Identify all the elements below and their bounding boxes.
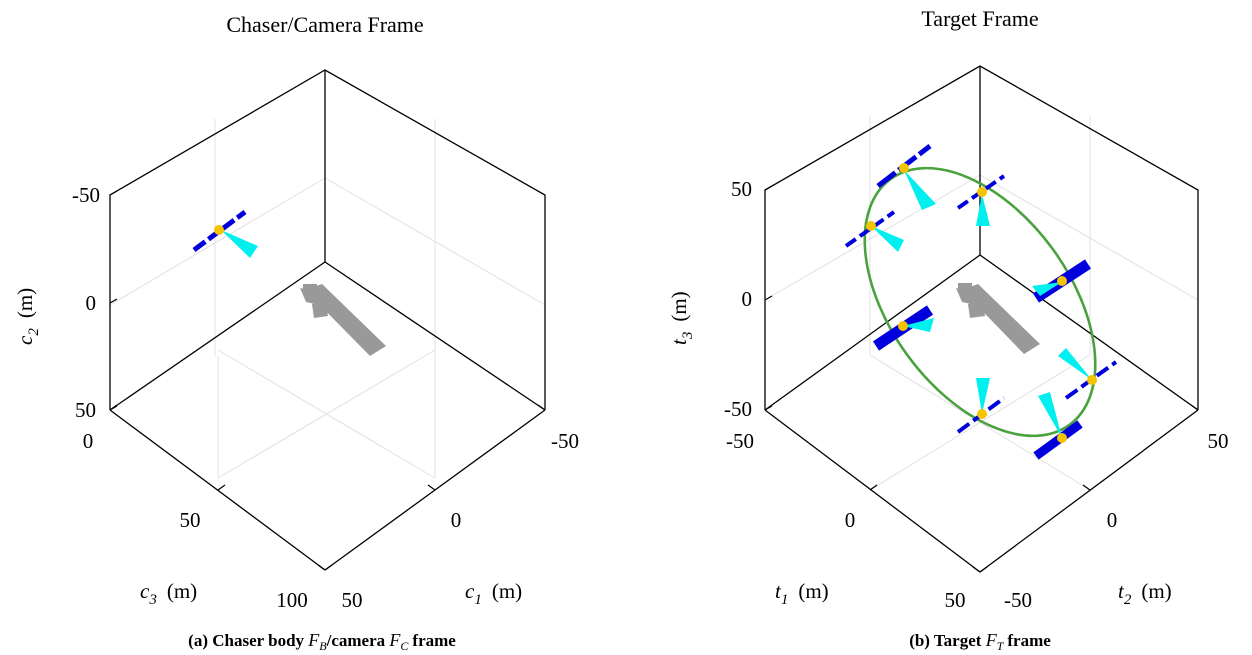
x-tick-label: -50 <box>726 429 754 453</box>
axis-box <box>764 65 1199 573</box>
position-marker <box>1087 375 1097 385</box>
position-marker <box>977 187 987 197</box>
position-marker <box>214 225 224 235</box>
y-tick-label: 0 <box>742 287 753 311</box>
grid <box>109 119 546 479</box>
caption-right: (b) Target FT frame <box>909 630 1051 653</box>
x-tick-label: 0 <box>451 508 462 532</box>
x-tick-label: 50 <box>945 588 966 612</box>
camera-fov-cone <box>904 170 936 210</box>
chaser-spacecraft <box>844 210 904 252</box>
y-tick-label: 50 <box>731 177 752 201</box>
z-tick-label: 100 <box>276 588 308 612</box>
chart-title: Target Frame <box>921 6 1038 31</box>
chaser-spacecraft <box>876 144 936 210</box>
chaser-spacecraft <box>1033 392 1083 460</box>
position-marker <box>1057 433 1067 443</box>
chaser-positions <box>844 144 1118 460</box>
y-axis-label: c2(m) <box>13 288 42 345</box>
y-tick-label: 50 <box>75 398 96 422</box>
z-axis-label: t2 (m) <box>1118 579 1172 608</box>
camera-fov-cone <box>976 378 990 414</box>
chaser-body <box>300 284 386 356</box>
chaser-spacecraft <box>872 305 934 351</box>
camera-fov-cone <box>1038 392 1062 438</box>
y-tick-label: 0 <box>86 291 97 315</box>
chart-left: Chaser/Camera Frame <box>13 12 579 612</box>
z-tick-label: -50 <box>1004 588 1032 612</box>
grid <box>764 115 1199 491</box>
camera-fov-cone <box>1058 348 1092 380</box>
axis-box <box>109 69 546 571</box>
y-tick-label: -50 <box>724 397 752 421</box>
chaser-spacecraft <box>956 174 1006 226</box>
camera-fov-cone <box>1032 282 1062 296</box>
x-axis-label: t1 (m) <box>775 579 829 608</box>
camera-fov-cone <box>903 318 934 332</box>
chart-right: Target Frame <box>667 6 1229 612</box>
x-tick-label: 50 <box>342 588 363 612</box>
y-axis-label: t3(m) <box>667 291 696 345</box>
position-marker <box>866 221 876 231</box>
x-tick-label: 0 <box>845 508 856 532</box>
chaser-spacecraft <box>1058 348 1118 400</box>
y-tick-label: -50 <box>72 183 100 207</box>
z-tick-label: 50 <box>1208 429 1229 453</box>
chaser-spacecraft <box>1032 259 1092 303</box>
camera-fov-cone <box>871 226 904 252</box>
z-tick-label: 0 <box>1107 508 1118 532</box>
target-body <box>956 283 1040 354</box>
position-marker <box>977 409 987 419</box>
chart-title: Chaser/Camera Frame <box>226 12 423 37</box>
tick-marks <box>764 185 1199 573</box>
position-marker <box>899 163 909 173</box>
x-axis-label: c1 (m) <box>465 579 522 608</box>
position-marker <box>1057 276 1067 286</box>
camera-fov-cone <box>221 230 258 258</box>
tick-marks <box>109 190 546 571</box>
target-spacecraft <box>192 209 258 258</box>
z-tick-label: 0 <box>83 429 94 453</box>
caption-left: (a) Chaser body FB/camera FC frame <box>188 630 456 653</box>
position-marker <box>898 321 908 331</box>
chaser-spacecraft <box>956 378 1006 434</box>
z-axis-label: c3 (m) <box>140 579 197 608</box>
camera-fov-cone <box>976 194 990 226</box>
x-tick-label: -50 <box>551 429 579 453</box>
z-tick-label: 50 <box>180 508 201 532</box>
